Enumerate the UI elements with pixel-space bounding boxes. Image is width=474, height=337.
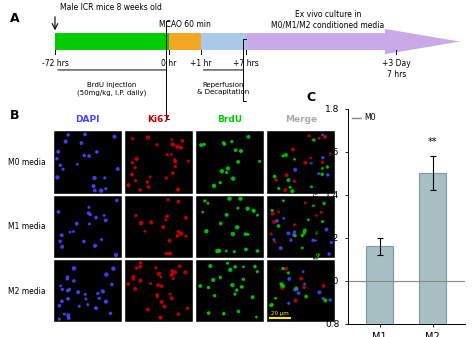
Text: Male ICR mice 8 weeks old: Male ICR mice 8 weeks old	[60, 3, 162, 12]
Bar	[169, 33, 201, 50]
Text: M0 media: M0 media	[8, 158, 46, 167]
Text: 0 hr: 0 hr	[161, 59, 176, 68]
Text: MCAO 60 min: MCAO 60 min	[159, 20, 210, 29]
Text: M2 media: M2 media	[8, 287, 46, 296]
Text: BrdU injection
(50mg/kg, I.P. daily): BrdU injection (50mg/kg, I.P. daily)	[77, 82, 146, 96]
Text: +7 hrs: +7 hrs	[233, 59, 259, 68]
Text: B: B	[9, 109, 19, 122]
Legend: M0: M0	[352, 113, 377, 123]
Bar	[419, 173, 446, 337]
Text: M1 media: M1 media	[8, 222, 46, 231]
Text: Ex vivo culture in
M0/M1/M2 conditioned media: Ex vivo culture in M0/M1/M2 conditioned …	[272, 10, 384, 29]
Text: C: C	[307, 91, 316, 104]
Text: DAPI: DAPI	[75, 115, 100, 124]
FancyBboxPatch shape	[246, 29, 460, 54]
Y-axis label: The ratio of Ki67$^+$BrdU$^+$ cells: The ratio of Ki67$^+$BrdU$^+$ cells	[310, 155, 322, 277]
Text: Reperfusion
& Decapitation: Reperfusion & Decapitation	[197, 82, 249, 95]
Text: Ki67: Ki67	[147, 115, 170, 124]
Text: A: A	[9, 12, 19, 25]
Text: -72 hrs: -72 hrs	[42, 59, 68, 68]
Text: +3 Day
7 hrs: +3 Day 7 hrs	[382, 59, 410, 79]
Text: 20 μm: 20 μm	[271, 311, 289, 316]
Text: BrdU: BrdU	[217, 115, 242, 124]
Text: **: **	[428, 137, 438, 147]
Bar	[366, 246, 393, 337]
Text: Merge: Merge	[285, 115, 317, 124]
Text: +1 hr: +1 hr	[190, 59, 211, 68]
